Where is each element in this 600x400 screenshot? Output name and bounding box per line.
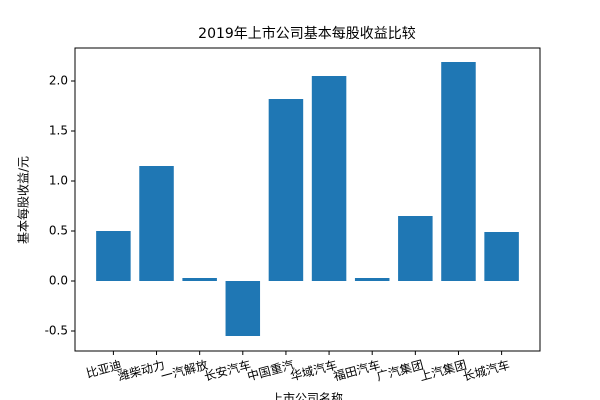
plot-frame: [74, 47, 541, 352]
bar: [354, 278, 390, 281]
bar: [398, 216, 433, 281]
x-axis-label: 上市公司名称: [271, 391, 343, 400]
y-axis-label: 基本每股收益/元: [16, 156, 31, 244]
bar: [182, 278, 217, 281]
bar: [441, 62, 476, 281]
bar: [311, 76, 347, 281]
y-tick-label: 1.0: [49, 174, 68, 188]
y-tick-label: 0.5: [49, 224, 68, 238]
chart-title: 2019年上市公司基本每股收益比较: [198, 25, 416, 42]
bar: [96, 231, 131, 281]
y-tick-label: -0.5: [45, 324, 68, 338]
bar: [139, 166, 174, 281]
y-tick-label: 2.0: [49, 74, 68, 88]
y-tick-label: 1.5: [49, 124, 68, 138]
bar: [268, 99, 304, 281]
bar: [225, 281, 261, 336]
y-tick-label: 0.0: [49, 274, 68, 288]
bar: [484, 232, 519, 281]
